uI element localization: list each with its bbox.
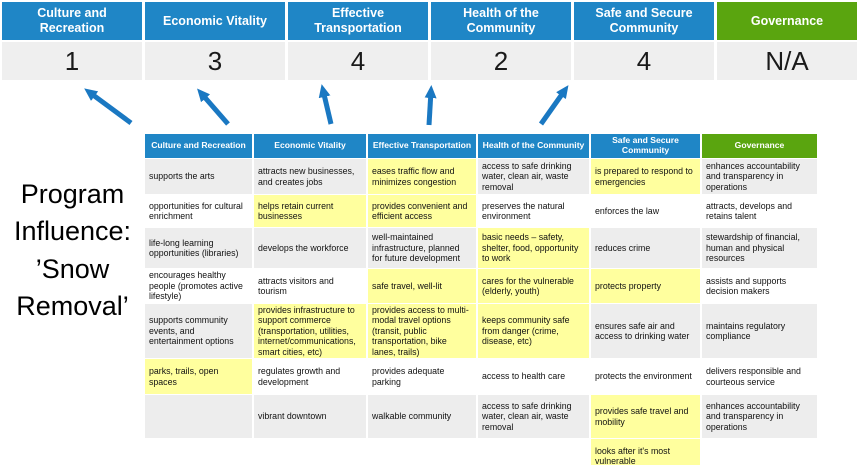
matrix-cell-r7c5 [702,439,817,465]
score-row: 1 3 4 2 4 N/A [2,42,857,80]
influence-arrow-2 [318,84,334,125]
banner-row: Culture and Recreation Economic Vitality E… [2,2,857,40]
matrix-cell-r2c0: life-long learning opportunities (librar… [145,228,252,268]
influence-matrix: Culture and Recreation Economic Vitality E… [143,133,817,465]
banner-category-3: Health of the Community [431,2,571,40]
program-title-line: Program [20,179,125,209]
banner-category-2: Effective Transportation [288,2,428,40]
influence-arrow-3 [424,85,437,126]
score-value-1: 3 [145,42,285,80]
score-value-0: 1 [2,42,142,80]
matrix-header-row: Culture and Recreation Economic Vitality E… [145,134,817,158]
program-title: Program Influence: ’Snow Removal’ [0,176,145,325]
influence-matrix-table: Culture and Recreation Economic Vitality E… [143,133,819,465]
matrix-row-6: vibrant downtown walkable community access… [145,395,817,438]
matrix-cell-r2c4: reduces crime [591,228,700,268]
matrix-cell-r6c1: vibrant downtown [254,395,366,438]
matrix-cell-r4c3: keeps community safe from danger (crime,… [478,304,589,358]
matrix-cell-r7c4: looks after it's most vulnerable [591,439,700,465]
matrix-header-0: Culture and Recreation [145,134,252,158]
matrix-cell-r2c3: basic needs – safety, shelter, food, opp… [478,228,589,268]
matrix-body: supports the arts attracts new businesses… [145,159,817,465]
matrix-cell-r5c5: delivers responsible and courteous servi… [702,359,817,394]
program-title-line: Influence: [13,216,132,247]
matrix-cell-r7c2 [368,439,476,465]
matrix-cell-r3c0: encourages healthy people (promotes acti… [145,269,252,303]
matrix-row-4: supports community events, and entertain… [145,304,817,358]
score-value-2: 4 [288,42,428,80]
matrix-cell-r3c4: protects property [591,269,700,303]
matrix-row-3: encourages healthy people (promotes acti… [145,269,817,303]
matrix-cell-r5c4: protects the environment [591,359,700,394]
matrix-cell-r4c5: maintains regulatory compliance [702,304,817,358]
matrix-header-2: Effective Transportation [368,134,476,158]
matrix-cell-r2c5: stewardship of financial, human and phys… [702,228,817,268]
matrix-cell-r2c2: well-maintained infrastructure, planned … [368,228,476,268]
banner-category-4: Safe and Secure Community [574,2,714,40]
banner-category-5: Governance [717,2,857,40]
matrix-cell-r7c3 [478,439,589,465]
influence-arrow-4 [538,85,569,126]
matrix-row-0: supports the arts attracts new businesses… [145,159,817,194]
matrix-cell-r0c0: supports the arts [145,159,252,194]
matrix-row-5: parks, trails, open spaces regulates grow… [145,359,817,394]
matrix-cell-r0c2: eases traffic flow and minimizes congest… [368,159,476,194]
matrix-cell-r5c2: provides adequate parking [368,359,476,394]
matrix-cell-r1c1: helps retain current businesses [254,195,366,227]
matrix-cell-r1c4: enforces the law [591,195,700,227]
matrix-cell-r0c1: attracts new businesses, and creates job… [254,159,366,194]
matrix-row-2: life-long learning opportunities (librar… [145,228,817,268]
matrix-cell-r5c0: parks, trails, open spaces [145,359,252,394]
matrix-cell-r1c0: opportunities for cultural enrichment [145,195,252,227]
matrix-cell-r0c4: is prepared to respond to emergencies [591,159,700,194]
program-title-line: Removal’ [16,290,129,321]
matrix-header-1: Economic Vitality [254,134,366,158]
matrix-cell-r3c1: attracts visitors and tourism [254,269,366,303]
banner-category-1: Economic Vitality [145,2,285,40]
matrix-header-4: Safe and Secure Community [591,134,700,158]
matrix-cell-r1c5: attracts, develops and retains talent [702,195,817,227]
score-value-4: 4 [574,42,714,80]
matrix-cell-r6c0 [145,395,252,438]
influence-arrow-0 [84,88,133,126]
matrix-cell-r5c3: access to health care [478,359,589,394]
matrix-row-1: opportunities for cultural enrichment hel… [145,195,817,227]
score-value-5: N/A [717,42,857,80]
matrix-row-7: looks after it's most vulnerable [145,439,817,465]
matrix-cell-r6c3: access to safe drinking water, clean air… [478,395,589,438]
influence-arrow-1 [197,88,230,126]
matrix-cell-r2c1: develops the workforce [254,228,366,268]
matrix-cell-r4c2: provides access to multi-modal travel op… [368,304,476,358]
banner-category-0: Culture and Recreation [2,2,142,40]
matrix-cell-r0c3: access to safe drinking water, clean air… [478,159,589,194]
matrix-header-3: Health of the Community [478,134,589,158]
program-title-line: ’Snow [35,253,110,284]
matrix-cell-r4c1: provides infrastructure to support comme… [254,304,366,358]
matrix-cell-r4c0: supports community events, and entertain… [145,304,252,358]
matrix-cell-r3c5: assists and supports decision makers [702,269,817,303]
matrix-cell-r6c2: walkable community [368,395,476,438]
matrix-cell-r1c2: provides convenient and efficient access [368,195,476,227]
matrix-cell-r1c3: preserves the natural environment [478,195,589,227]
matrix-cell-r4c4: ensures safe air and access to drinking … [591,304,700,358]
matrix-cell-r7c1 [254,439,366,465]
matrix-cell-r7c0 [145,439,252,465]
matrix-header-5: Governance [702,134,817,158]
score-value-3: 2 [431,42,571,80]
matrix-cell-r5c1: regulates growth and development [254,359,366,394]
matrix-cell-r0c5: enhances accountability and transparency… [702,159,817,194]
matrix-cell-r3c3: cares for the vulnerable (elderly, youth… [478,269,589,303]
matrix-cell-r6c5: enhances accountability and transparency… [702,395,817,438]
matrix-cell-r6c4: provides safe travel and mobility [591,395,700,438]
matrix-cell-r3c2: safe travel, well-lit [368,269,476,303]
